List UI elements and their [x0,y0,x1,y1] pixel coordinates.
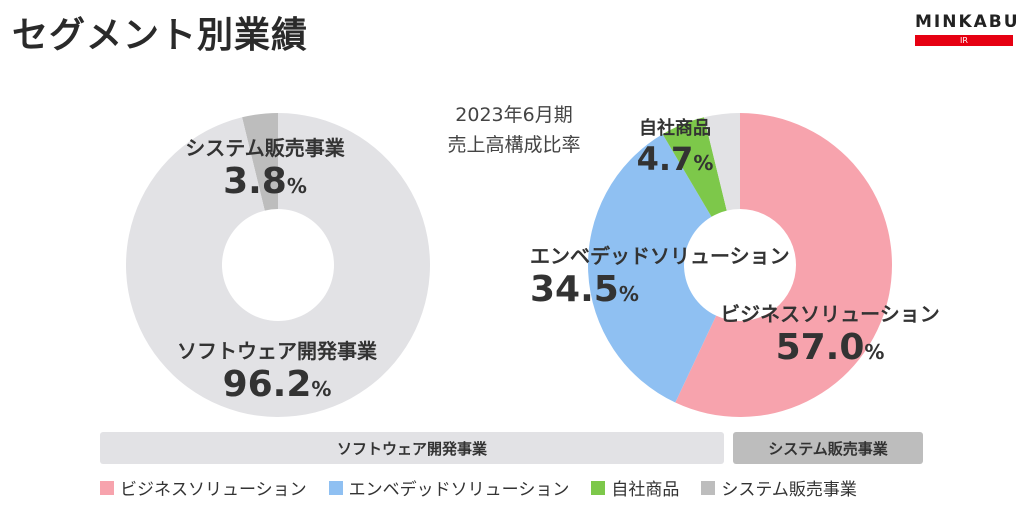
legend-item: エンベデッドソリューション [328,475,570,500]
right-slice-own [662,117,727,217]
left-label-software-value: 96.2 [222,364,312,405]
right-label-business-unit: % [864,340,885,364]
left-slice-system-sales [242,113,278,211]
left-label-system-name: システム販売事業 [185,136,345,160]
legend-label: ビジネスソリューション [120,480,307,500]
legend-label: 自社商品 [611,480,680,500]
legend: ビジネスソリューション エンベデッドソリューション 自社商品 システム販売事業 [100,475,879,500]
left-label-software-unit: % [311,377,332,401]
legend-item: ビジネスソリューション [100,475,307,500]
group-bar-software: ソフトウェア開発事業 [100,432,724,464]
right-label-embedded-name: エンベデッドソリューション [530,244,790,268]
right-label-business: ビジネスソリューション 57.0% [710,298,950,368]
legend-item: 自社商品 [591,475,679,500]
brand-logo: MINKABU IR [915,12,1020,46]
left-label-system: システム販売事業 3.8% [175,132,355,202]
right-slice-embedded [587,134,717,403]
left-label-software: ソフトウェア開発事業 96.2% [162,335,392,405]
right-label-own-name: 自社商品 [639,118,711,139]
legend-item: システム販売事業 [701,475,857,500]
legend-swatch [100,480,114,495]
left-label-system-value: 3.8 [223,161,287,202]
right-label-business-name: ビジネスソリューション [720,302,940,326]
legend-label: エンベデッドソリューション [348,480,570,500]
right-slice-business [675,113,892,417]
legend-swatch [701,480,716,495]
right-label-own-unit: % [693,151,714,175]
group-bar-system: システム販売事業 [733,432,923,464]
center-caption: 2023年6月期 売上高構成比率 [410,100,618,160]
legend-swatch [328,480,343,495]
right-label-business-value: 57.0 [775,327,865,368]
right-label-own-value: 4.7 [636,140,694,178]
legend-label: システム販売事業 [721,480,857,500]
caption-period: 2023年6月期 [455,104,573,126]
right-label-own: 自社商品 4.7% [620,114,730,178]
right-slice-system-sales [704,113,740,211]
right-label-embedded-value: 34.5 [530,269,619,310]
legend-swatch [591,480,606,495]
page-title: セグメント別業績 [12,15,309,56]
left-label-software-name: ソフトウェア開発事業 [177,339,377,363]
brand-bar: IR [915,35,1013,46]
left-label-system-unit: % [286,174,307,198]
caption-title: 売上高構成比率 [447,134,581,156]
right-label-embedded: エンベデッドソリューション 34.5% [530,240,790,310]
right-label-embedded-unit: % [618,282,639,306]
brand-wordmark: MINKABU [915,12,1020,32]
left-slice-software [125,113,430,417]
